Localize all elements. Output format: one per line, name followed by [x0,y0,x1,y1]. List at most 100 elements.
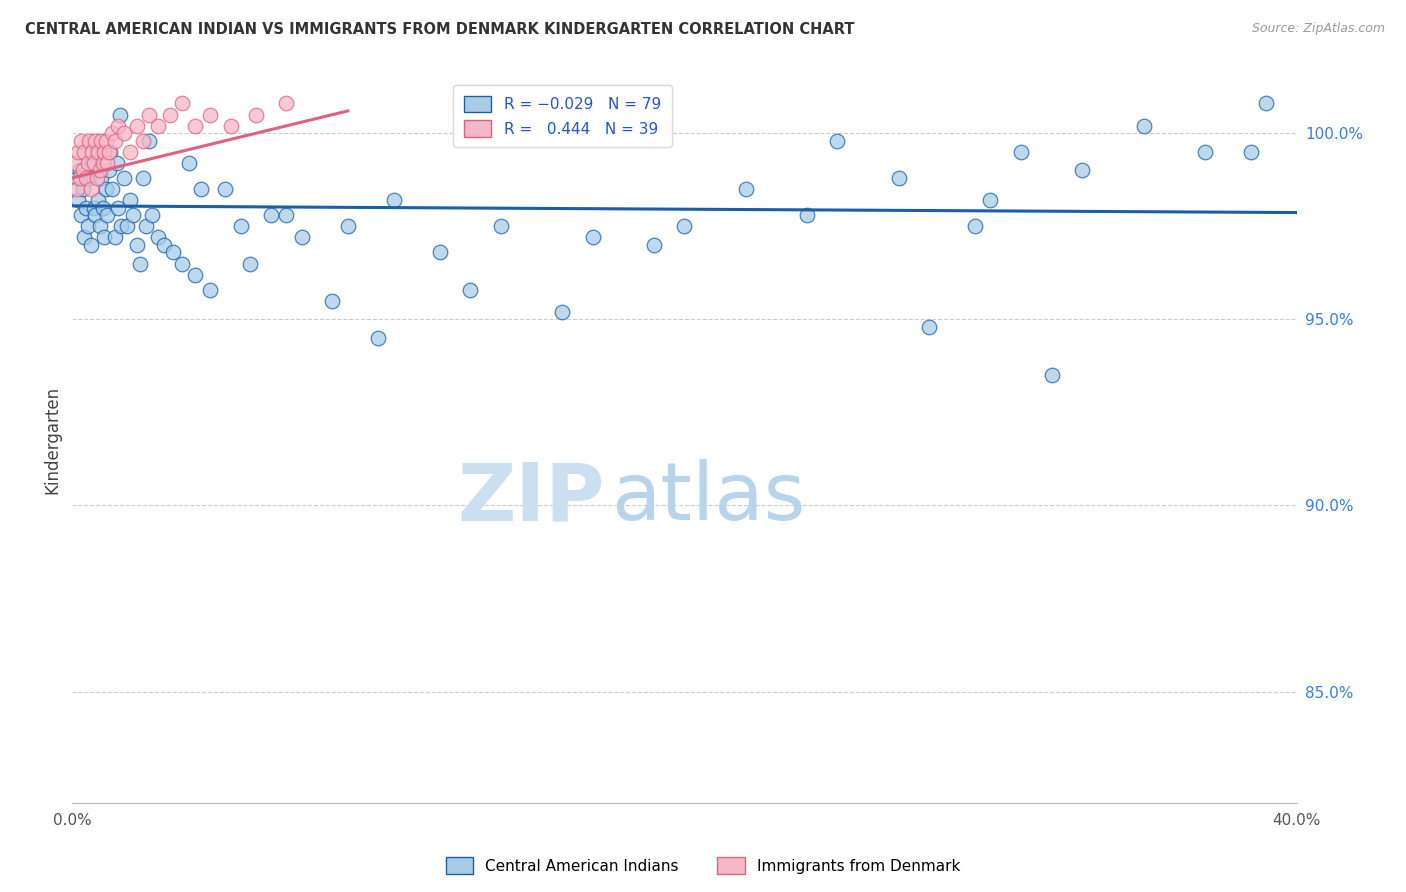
Point [1254,96,1277,111]
Point [112,126,135,140]
Point [69,170,91,185]
Point [90,134,112,148]
Point [107,201,129,215]
Point [82,156,104,170]
Point [135,219,157,234]
Point [276,208,298,222]
Legend: R = −0.029   N = 79, R =   0.444   N = 39: R = −0.029 N = 79, R = 0.444 N = 39 [453,85,672,147]
Point [120,145,142,159]
Point [458,283,481,297]
Point [108,108,131,122]
Point [177,156,200,170]
Point [198,283,221,297]
Point [551,305,574,319]
Point [75,201,97,215]
Point [83,156,105,170]
Point [83,201,105,215]
Point [73,230,96,244]
Point [77,134,100,148]
Point [131,134,153,148]
Point [91,156,114,170]
Point [117,219,139,234]
Point [887,170,910,185]
Point [734,182,756,196]
Legend: Central American Indians, Immigrants from Denmark: Central American Indians, Immigrants fro… [440,851,966,880]
Point [96,156,118,170]
Text: Source: ZipAtlas.com: Source: ZipAtlas.com [1251,22,1385,36]
Point [643,238,665,252]
Text: ZIP: ZIP [457,459,605,537]
Point [105,156,128,170]
Point [125,238,148,252]
Point [112,170,135,185]
Point [673,219,696,234]
Point [245,108,267,122]
Point [1040,368,1063,383]
Point [138,108,160,122]
Point [429,245,451,260]
Point [91,201,114,215]
Point [120,194,142,208]
Point [84,134,107,148]
Point [66,170,89,185]
Point [82,145,104,159]
Point [75,170,97,185]
Point [97,145,120,159]
Point [67,194,90,208]
Point [65,156,87,170]
Point [76,219,98,234]
Point [72,182,94,196]
Point [198,108,221,122]
Point [84,208,107,222]
Point [66,182,89,196]
Point [128,256,150,270]
Text: CENTRAL AMERICAN INDIAN VS IMMIGRANTS FROM DENMARK KINDERGARTEN CORRELATION CHAR: CENTRAL AMERICAN INDIAN VS IMMIGRANTS FR… [25,22,855,37]
Point [87,145,110,159]
Point [172,96,194,111]
Point [796,208,818,222]
Point [581,230,603,244]
Point [214,182,236,196]
Point [79,182,101,196]
Point [101,182,124,196]
Point [1239,145,1261,159]
Point [321,293,343,308]
Point [229,219,252,234]
Point [141,208,163,222]
Y-axis label: Kindergarten: Kindergarten [44,386,60,494]
Point [70,208,93,222]
Point [965,219,987,234]
Point [89,219,111,234]
Point [827,134,849,148]
Point [86,170,108,185]
Point [382,194,405,208]
Point [94,182,117,196]
Point [89,163,111,178]
Point [239,256,262,270]
Point [77,170,100,185]
Point [96,208,118,222]
Point [90,170,112,185]
Point [72,163,94,178]
Point [291,230,314,244]
Point [172,256,194,270]
Point [122,208,145,222]
Point [221,119,243,133]
Point [489,219,512,234]
Point [183,119,205,133]
Point [87,194,110,208]
Point [79,238,101,252]
Point [260,208,283,222]
Point [93,230,115,244]
Point [100,145,122,159]
Point [1010,145,1032,159]
Point [918,319,941,334]
Text: atlas: atlas [612,459,806,537]
Point [101,126,124,140]
Point [162,245,184,260]
Point [138,134,160,148]
Point [276,96,298,111]
Point [76,156,98,170]
Point [125,119,148,133]
Point [104,134,127,148]
